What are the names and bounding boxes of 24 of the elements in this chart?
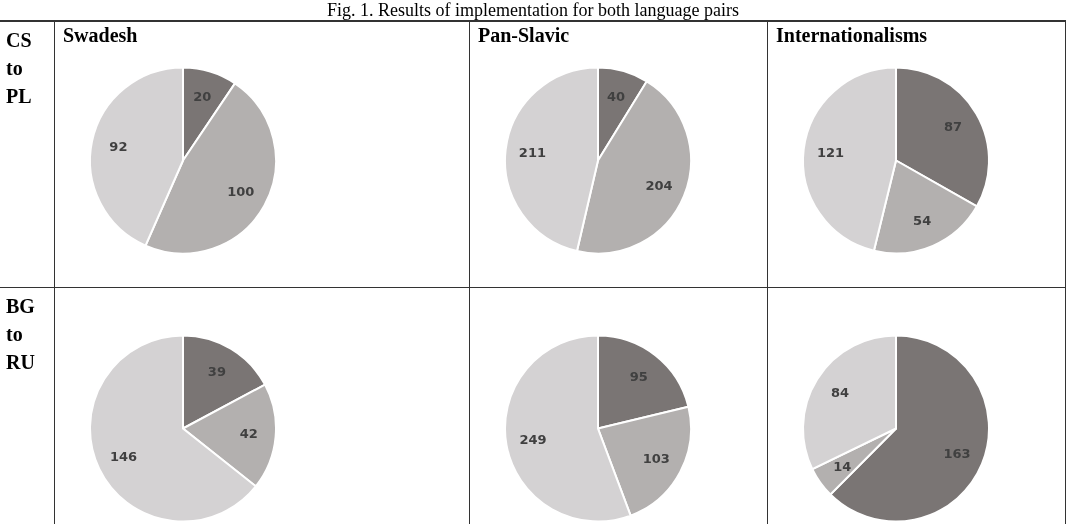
chart-title: Pan-Slavic: [478, 24, 570, 46]
data-label: 204: [645, 177, 673, 193]
data-label: 146: [109, 449, 138, 465]
data-label: 211: [518, 145, 546, 160]
data-label: 100: [227, 184, 255, 200]
data-label: 20: [193, 89, 212, 105]
data-label: 92: [109, 138, 128, 154]
data-label: 87: [943, 119, 963, 135]
chart-title: Swadesh: [63, 24, 138, 46]
text: BG to RU: [0, 288, 55, 524]
data-label: 95: [629, 368, 648, 384]
chart-title: Internationalisms: [776, 24, 928, 46]
text: CS to PL: [0, 22, 55, 287]
data-label: 103: [642, 451, 670, 467]
data-label: 42: [239, 426, 258, 442]
data-label: 249: [519, 432, 547, 448]
data-label: 54: [913, 213, 932, 229]
data-label: 84: [831, 385, 850, 401]
text: Fig. 1. Results of implementation for both language pairs: [326, 0, 740, 20]
data-label: 14: [833, 458, 852, 474]
data-label: 121: [816, 144, 845, 160]
data-label: 40: [606, 89, 626, 104]
data-label: 163: [943, 445, 971, 461]
data-label: 39: [207, 363, 226, 379]
